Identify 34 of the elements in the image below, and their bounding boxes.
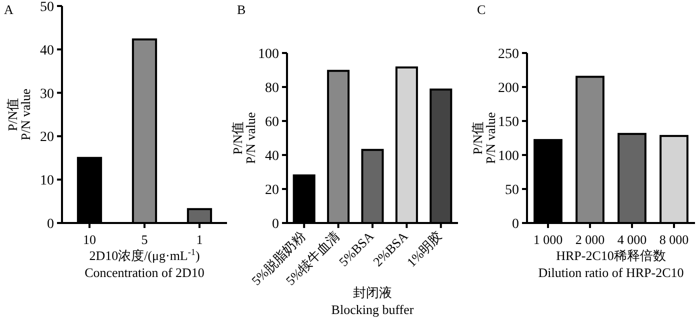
- y-tick-label: 200: [498, 81, 519, 96]
- y-tick-label: 20: [40, 130, 54, 146]
- y-tick-label: 30: [40, 86, 54, 102]
- y-axis-title: P/N值 P/N value: [230, 112, 258, 164]
- x-tick-label: 10: [83, 232, 96, 247]
- chart-title: C: [477, 2, 486, 17]
- y-tick-label: 60: [265, 115, 279, 130]
- y-tick-label: 0: [47, 217, 54, 232]
- chart-title: B: [237, 2, 246, 17]
- y-tick-label: 40: [265, 149, 279, 164]
- x-tick-label: 5: [141, 232, 148, 247]
- y-axis-title: P/N值 P/N value: [470, 112, 498, 164]
- y-tick-label: 100: [258, 47, 279, 62]
- chart-title: A: [4, 2, 14, 17]
- y-tick-label: 80: [265, 81, 279, 96]
- x-tick-label: 8 000: [659, 232, 689, 247]
- y-tick-label: 50: [40, 0, 54, 15]
- y-tick-label: 150: [498, 115, 519, 130]
- x-axis-title: 2D10浓度/(μg·mL$^{-1}$) Concentration of 2D10: [84, 247, 204, 280]
- x-axis-title: HRP-2C10稀释倍数 Dilution ratio of HRP-2C10: [538, 248, 684, 280]
- y-tick-label: 20: [265, 183, 279, 198]
- x-axis-title: 封闭液 Blocking buffer: [331, 285, 414, 317]
- x-tick-label: 1 000: [533, 232, 563, 247]
- y-tick-label: 250: [498, 47, 519, 62]
- y-tick-label: 10: [40, 174, 54, 189]
- y-tick-label: 50: [505, 183, 519, 198]
- x-tick-label: 2 000: [575, 232, 605, 247]
- y-axis-title: P/N值 P/N value: [5, 88, 33, 140]
- x-tick-label: 1: [196, 232, 203, 247]
- y-tick-label: 40: [40, 43, 54, 58]
- y-tick-label: 100: [498, 149, 519, 164]
- x-tick-label: 4 000: [617, 232, 647, 247]
- y-tick-label: 0: [512, 217, 519, 232]
- y-tick-label: 0: [272, 217, 279, 232]
